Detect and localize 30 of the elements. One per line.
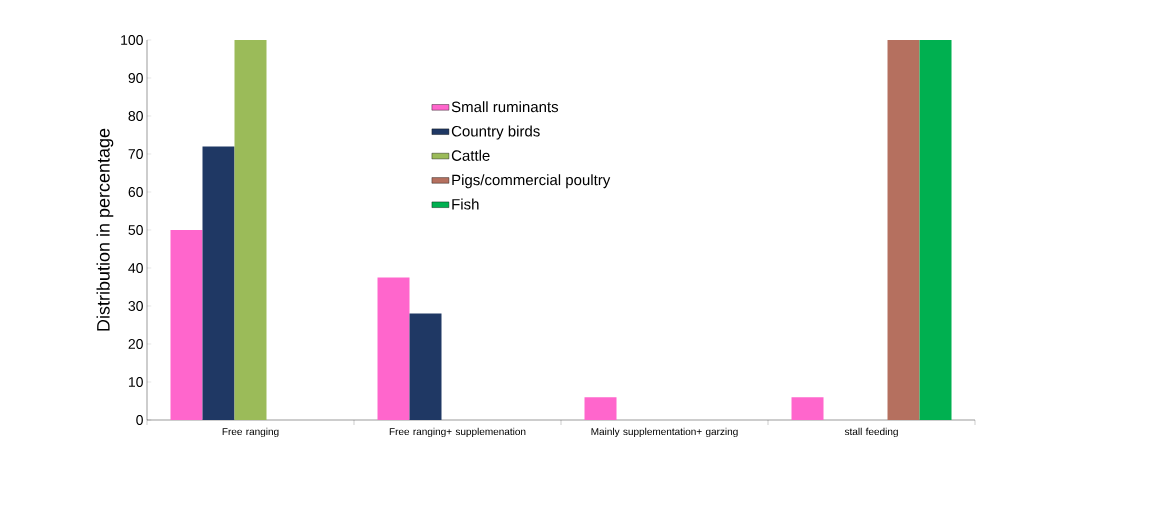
bar — [919, 40, 952, 420]
legend-label: Pigs/commercial poultry — [452, 174, 611, 189]
bar — [202, 146, 235, 420]
y-tick-label: 10 — [128, 377, 143, 387]
y-tick-label: 80 — [128, 111, 143, 121]
bar — [887, 40, 920, 420]
x-tick-label: stall feeding — [844, 427, 898, 438]
y-tick-label: 60 — [128, 187, 143, 197]
x-tick-label: Free ranging+ supplemenation — [389, 427, 526, 438]
legend-label: Fish — [452, 198, 479, 210]
y-tick-label: 70 — [128, 149, 143, 159]
legend-label: Small ruminants — [451, 101, 559, 113]
y-tick-label: 90 — [128, 73, 143, 83]
bar — [170, 230, 203, 420]
y-tick-label: 100 — [121, 35, 143, 45]
y-tick-label: 50 — [128, 225, 143, 235]
y-tick-label: 40 — [128, 263, 143, 273]
y-axis-title: Distribution in percentage — [96, 128, 114, 331]
bar — [409, 313, 442, 420]
legend-label: Cattle — [451, 149, 490, 161]
bar — [377, 277, 410, 420]
legend-label: Country birds — [451, 125, 540, 140]
bar — [584, 397, 617, 420]
x-tick-label: Mainly supplementation+ garzing — [591, 427, 738, 438]
bar — [234, 40, 267, 420]
y-tick-label: 30 — [128, 301, 143, 311]
bar — [791, 397, 824, 420]
x-tick-label: Free ranging — [222, 427, 279, 438]
y-tick-label: 20 — [128, 339, 143, 349]
y-tick-label: 0 — [136, 415, 143, 425]
